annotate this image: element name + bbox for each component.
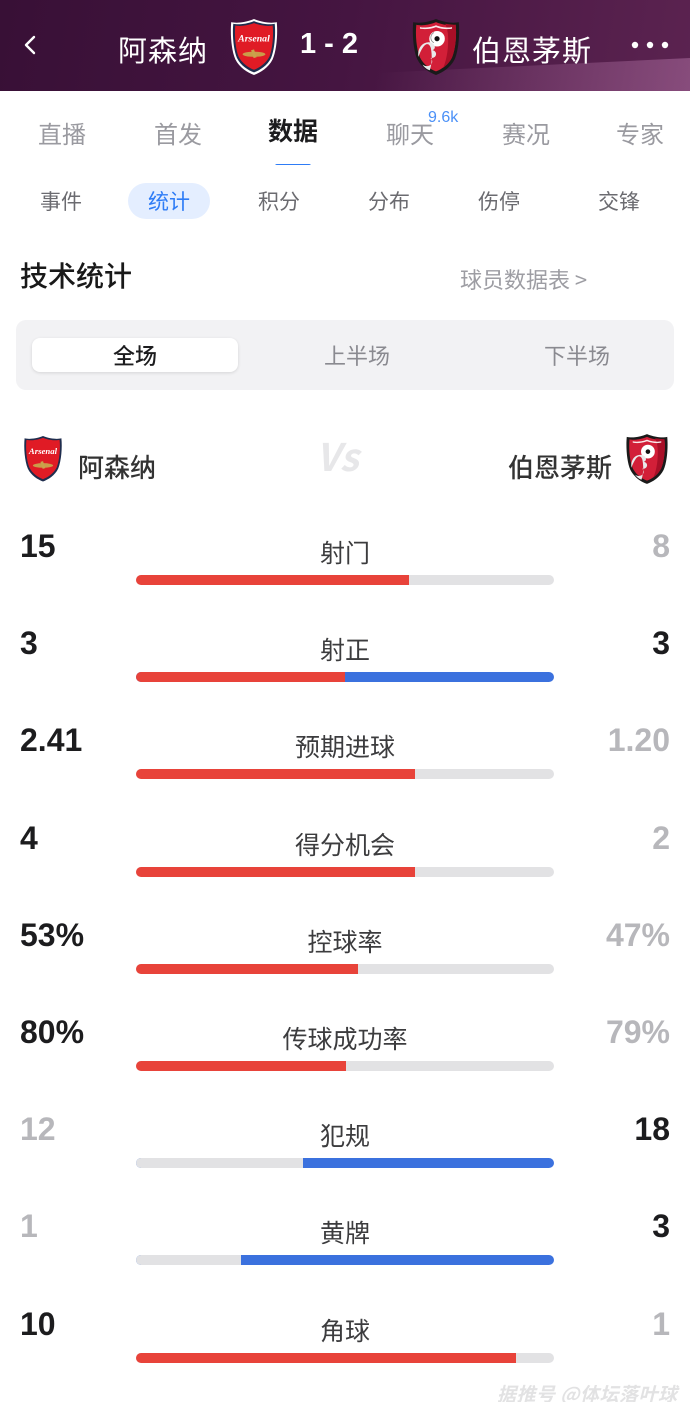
svg-text:Arsenal: Arsenal — [237, 33, 270, 44]
svg-text:Arsenal: Arsenal — [28, 446, 58, 456]
